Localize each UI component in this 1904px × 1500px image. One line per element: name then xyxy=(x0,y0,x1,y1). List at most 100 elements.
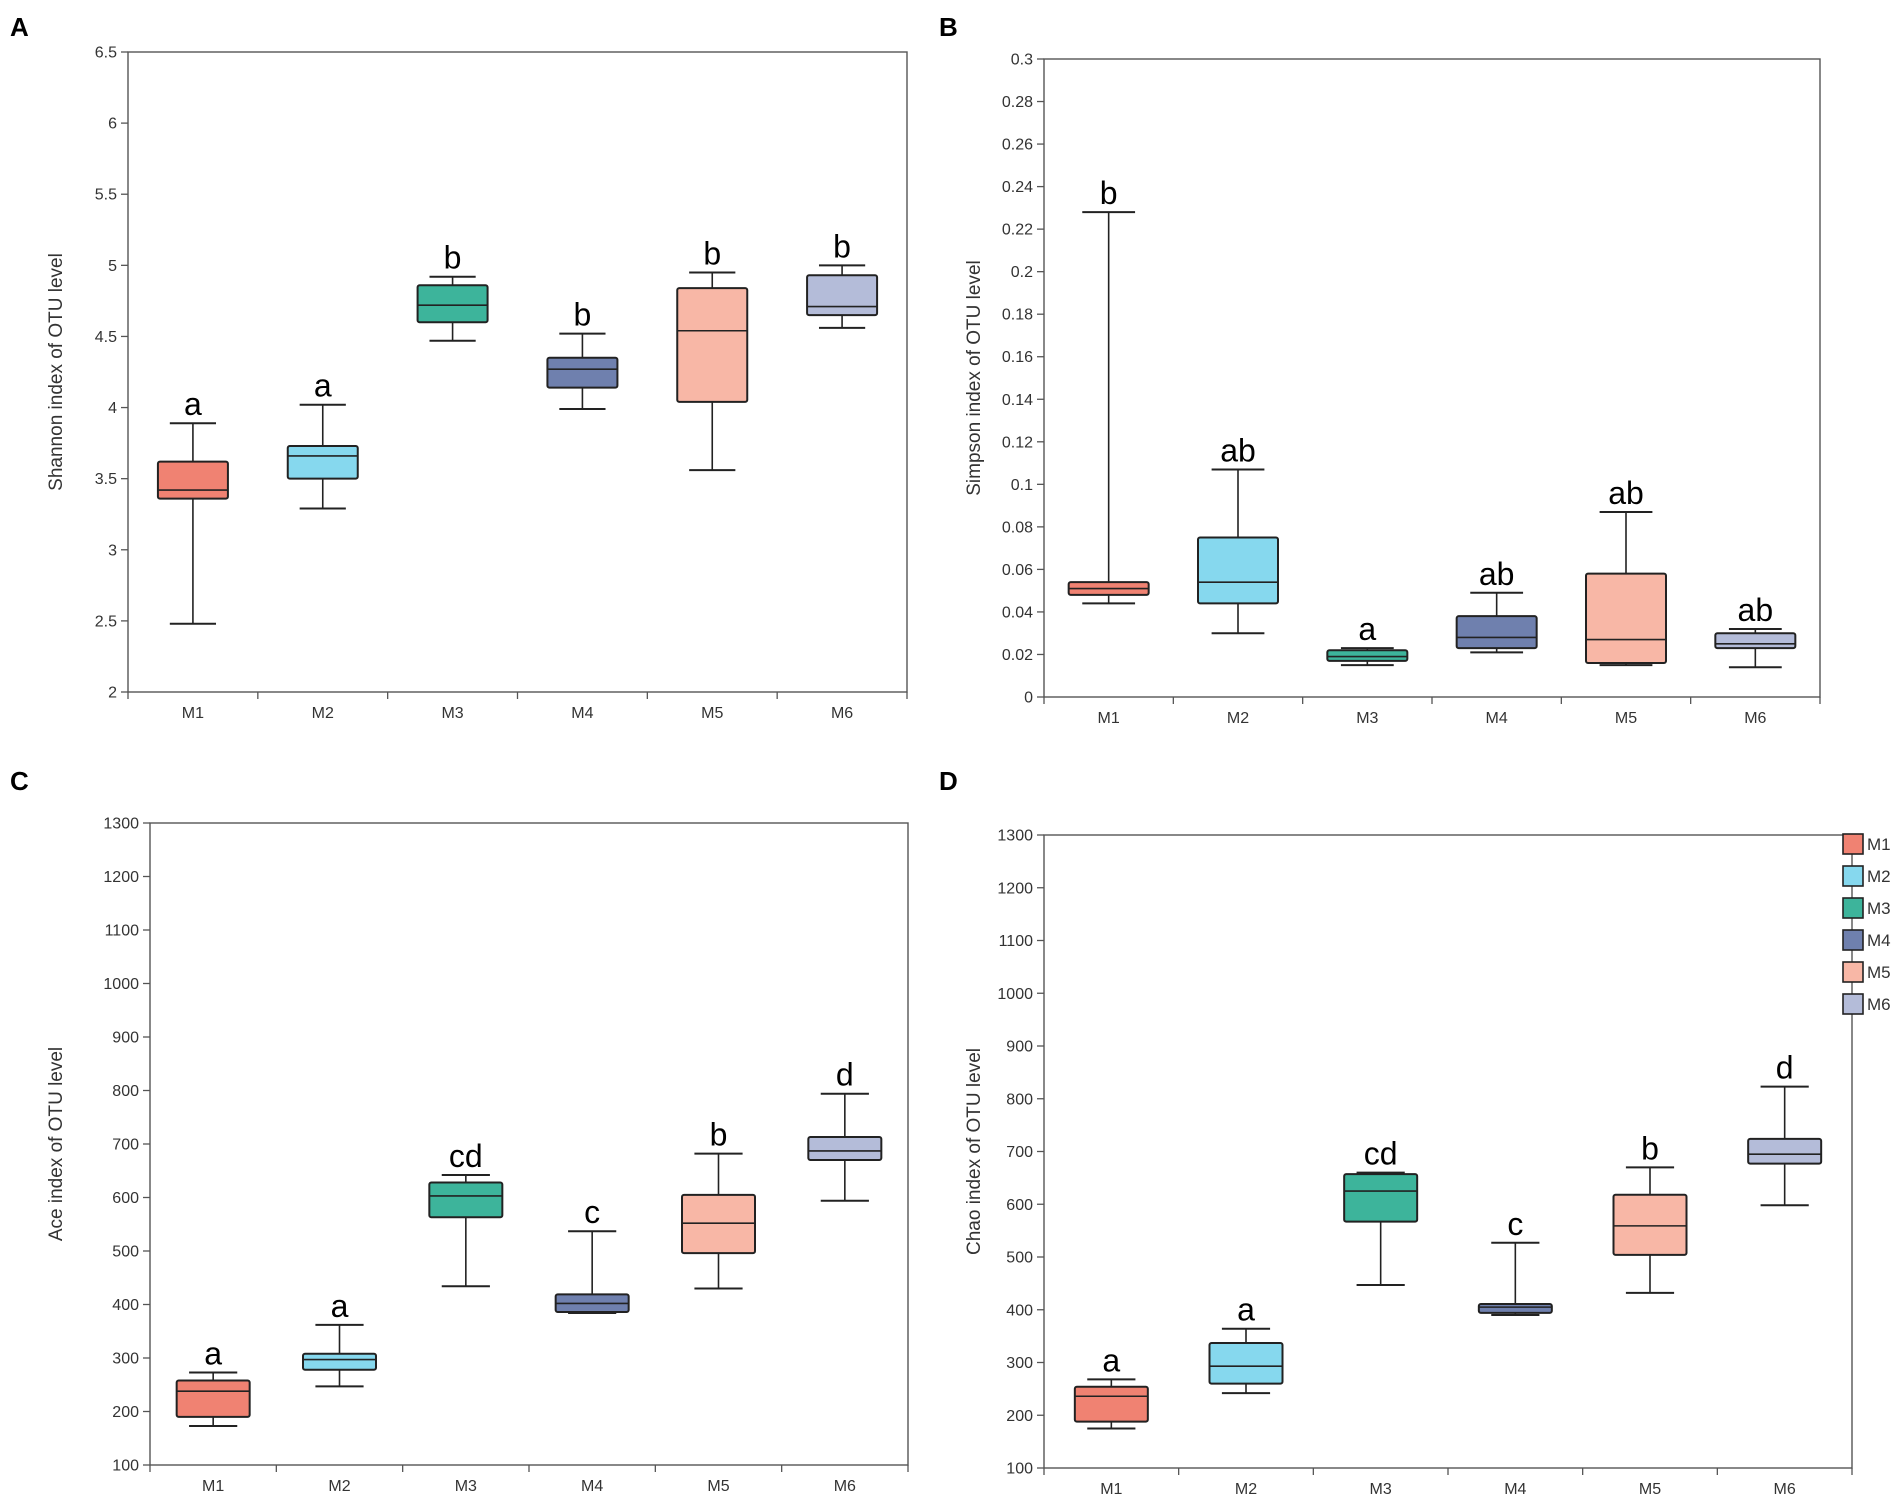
y-tick-label: 800 xyxy=(1006,1091,1033,1108)
x-tick-label: M3 xyxy=(441,705,463,722)
significance-label: ab xyxy=(1220,432,1256,468)
significance-label: ab xyxy=(1738,592,1774,628)
y-axis-title: Ace index of OTU level xyxy=(46,1047,67,1241)
y-axis-title: Simpson index of OTU level xyxy=(964,260,985,496)
box-M2: a xyxy=(1208,1292,1284,1395)
x-tick-label: M4 xyxy=(581,1478,603,1495)
iqr-box xyxy=(416,284,489,324)
y-tick-label: 600 xyxy=(1006,1197,1033,1214)
box-M6: ab xyxy=(1714,592,1797,669)
y-tick-label: 0.1 xyxy=(1011,477,1033,494)
legend-swatch-M1 xyxy=(1842,833,1864,855)
x-tick-label: M6 xyxy=(834,1478,856,1495)
legend-swatch-M6 xyxy=(1842,993,1864,1015)
y-tick-label: 1200 xyxy=(103,869,139,886)
iqr-box xyxy=(807,1136,883,1162)
y-axis-title: Chao index of OTU level xyxy=(964,1048,985,1255)
significance-label: a xyxy=(1237,1292,1255,1328)
y-tick-label: 0.2 xyxy=(1011,264,1033,281)
iqr-box xyxy=(428,1181,504,1219)
plot-frame xyxy=(1043,834,1853,1469)
x-tick-label: M3 xyxy=(1356,710,1378,727)
y-tick-label: 3.5 xyxy=(95,471,117,488)
box-M5: ab xyxy=(1585,475,1667,667)
y-tick-label: 1000 xyxy=(997,986,1033,1003)
iqr-box xyxy=(1585,572,1667,664)
iqr-box xyxy=(681,1193,756,1255)
iqr-box xyxy=(676,287,749,403)
box-M5: b xyxy=(1612,1130,1688,1294)
significance-label: a xyxy=(331,1288,349,1324)
plot-frame xyxy=(127,51,908,693)
y-tick-label: 0.16 xyxy=(1002,349,1033,366)
x-tick-label: M1 xyxy=(202,1478,224,1495)
y-tick-label: 0.04 xyxy=(1002,604,1033,621)
y-tick-label: 100 xyxy=(1006,1461,1033,1478)
x-tick-label: M2 xyxy=(328,1478,350,1495)
significance-label: d xyxy=(836,1057,854,1093)
x-tick-label: M3 xyxy=(1370,1481,1392,1498)
legend-label-M5: M5 xyxy=(1867,963,1891,982)
significance-label: a xyxy=(204,1335,222,1371)
y-tick-label: 1100 xyxy=(105,923,140,940)
y-tick-label: 200 xyxy=(112,1404,139,1421)
box-M6: d xyxy=(807,1057,883,1202)
box-M3: cd xyxy=(428,1138,504,1288)
iqr-box xyxy=(1197,536,1279,605)
box-M4: c xyxy=(554,1194,630,1315)
y-tick-label: 0.28 xyxy=(1002,94,1033,111)
y-tick-label: 1000 xyxy=(103,976,139,993)
y-tick-label: 600 xyxy=(112,1190,139,1207)
y-tick-label: 900 xyxy=(112,1030,139,1047)
y-tick-label: 400 xyxy=(112,1297,139,1314)
significance-label: a xyxy=(1358,611,1376,647)
iqr-box xyxy=(1477,1302,1553,1314)
y-tick-label: 6 xyxy=(108,116,117,133)
box-M5: b xyxy=(681,1117,756,1290)
significance-label: d xyxy=(1776,1050,1794,1086)
panel-B: B 0 0.02 0.04 0.06 0.08 0.1 0.12 0.14 0.16 0.18 0.2… xyxy=(939,12,1821,727)
y-tick-label: 0.24 xyxy=(1002,179,1033,196)
legend-swatch-M3 xyxy=(1842,897,1864,919)
significance-label: ab xyxy=(1608,475,1644,511)
significance-label: c xyxy=(584,1194,600,1230)
y-tick-label: 700 xyxy=(112,1137,139,1154)
y-tick-label: 800 xyxy=(112,1083,139,1100)
legend-label-M3: M3 xyxy=(1867,899,1891,918)
y-tick-label: 0.3 xyxy=(1011,52,1033,69)
x-tick-label: M1 xyxy=(1100,1481,1122,1498)
y-tick-label: 500 xyxy=(1006,1250,1033,1267)
y-tick-label: 0.02 xyxy=(1002,647,1033,664)
x-tick-label: M6 xyxy=(831,705,853,722)
x-tick-label: M3 xyxy=(455,1478,477,1495)
y-tick-label: 400 xyxy=(1006,1302,1033,1319)
y-tick-label: 0.08 xyxy=(1002,519,1033,536)
y-tick-label: 0.26 xyxy=(1002,137,1033,154)
significance-label: a xyxy=(314,368,332,404)
box-M4: ab xyxy=(1455,556,1538,654)
box-M2: ab xyxy=(1197,432,1279,635)
significance-label: cd xyxy=(1364,1136,1398,1172)
box-M3: b xyxy=(416,240,489,342)
significance-label: a xyxy=(1102,1342,1120,1378)
box-M2: a xyxy=(286,368,359,510)
y-tick-label: 0.22 xyxy=(1002,222,1033,239)
y-tick-label: 100 xyxy=(112,1458,139,1475)
y-tick-label: 0.18 xyxy=(1002,307,1033,324)
y-tick-label: 5.5 xyxy=(95,187,117,204)
x-tick-label: M2 xyxy=(1227,710,1249,727)
significance-label: b xyxy=(1641,1130,1659,1166)
x-tick-label: M5 xyxy=(707,1478,729,1495)
y-tick-label: 1300 xyxy=(103,816,139,833)
iqr-box xyxy=(1612,1193,1688,1256)
y-tick-label: 700 xyxy=(1006,1144,1033,1161)
y-tick-label: 1100 xyxy=(999,933,1034,950)
iqr-box xyxy=(175,1379,251,1418)
box-M2: a xyxy=(302,1288,377,1388)
x-tick-label: M5 xyxy=(701,705,723,722)
y-tick-label: 2 xyxy=(108,685,117,702)
significance-label: b xyxy=(703,235,721,271)
x-tick-label: M2 xyxy=(1235,1481,1257,1498)
box-M6: b xyxy=(806,228,879,329)
iqr-box xyxy=(1343,1173,1419,1223)
